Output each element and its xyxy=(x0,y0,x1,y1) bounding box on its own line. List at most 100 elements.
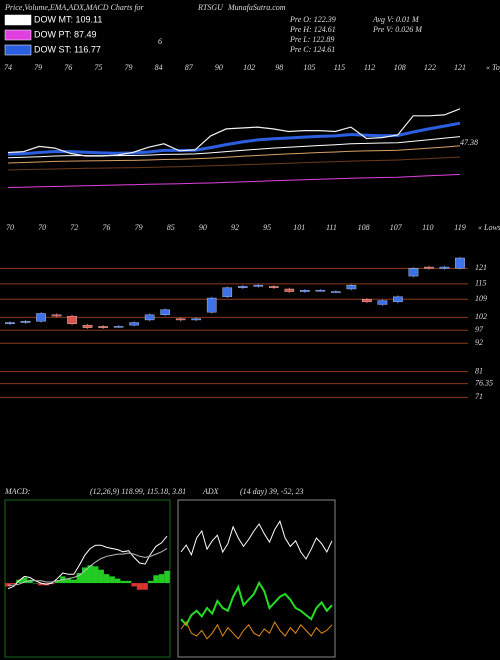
histogram-bar xyxy=(164,570,170,584)
candle-body xyxy=(253,284,264,287)
candle-body xyxy=(160,309,170,315)
legend-label: DOW PT: 87.49 xyxy=(34,29,97,39)
top-label: 79 xyxy=(34,63,42,72)
macd-line xyxy=(7,535,168,590)
low-label: 76 xyxy=(102,223,110,232)
candle-body xyxy=(175,318,186,321)
legend-swatch xyxy=(4,14,32,26)
y-tick-label: 102 xyxy=(475,312,487,321)
info: Pre H: 124.61 xyxy=(289,25,336,34)
top-label: 115 xyxy=(334,63,345,72)
histogram-bar xyxy=(49,583,55,585)
candle-body xyxy=(113,326,124,328)
info: Pre L: 122.89 xyxy=(289,35,334,44)
top-label: 79 xyxy=(125,63,133,72)
low-label: 95 xyxy=(263,223,271,232)
histogram-bar xyxy=(131,583,137,587)
info: Pre O: 122.39 xyxy=(289,15,336,24)
histogram-bar xyxy=(92,566,99,584)
lows-label: « Lows xyxy=(478,223,500,232)
histogram-bar xyxy=(147,580,154,584)
macd-title: MACD: xyxy=(4,487,31,496)
histogram-bar xyxy=(27,579,33,584)
low-label: 101 xyxy=(293,223,305,232)
histogram-bar xyxy=(153,575,159,584)
site: MunafaSutra.com xyxy=(227,3,286,12)
top-label: 84 xyxy=(155,63,163,72)
histogram-bar xyxy=(32,583,39,584)
price-line xyxy=(7,121,461,156)
candle-body xyxy=(315,290,326,292)
top-label: 98 xyxy=(275,63,283,72)
candle-body xyxy=(346,284,357,290)
info: Pre C: 124.61 xyxy=(289,45,335,54)
chart-title: Price,Volume,EMA,ADX,MACD Charts for xyxy=(4,3,145,12)
histogram-bar xyxy=(158,574,165,584)
top-label: 108 xyxy=(394,63,406,72)
low-label: 85 xyxy=(167,223,175,232)
candle-body xyxy=(98,326,108,328)
candle-body xyxy=(455,257,465,269)
legend-swatch xyxy=(4,44,32,56)
histogram-bar xyxy=(142,583,148,590)
top-label: 121 xyxy=(454,63,466,72)
candle-body xyxy=(331,291,341,293)
top-label: 105 xyxy=(303,63,315,72)
low-label: 92 xyxy=(231,223,239,232)
top-label: 102 xyxy=(243,63,255,72)
info: Avg V: 0.01 M xyxy=(372,15,420,24)
histogram-bar xyxy=(87,565,93,584)
candle-body xyxy=(82,324,93,328)
annotation: 47.38 xyxy=(460,138,478,147)
candle-body xyxy=(424,266,434,269)
histogram-bar xyxy=(103,574,110,584)
histogram-bar xyxy=(71,579,77,584)
histogram-bar xyxy=(76,573,83,584)
histogram-bar xyxy=(38,583,44,586)
adx-title: ADX xyxy=(202,487,220,496)
low-label: 70 xyxy=(6,223,14,232)
annotation: 6 xyxy=(158,37,162,46)
low-label: 72 xyxy=(70,223,78,232)
histogram-bar xyxy=(120,580,126,584)
candle-body xyxy=(300,290,310,292)
histogram-bar xyxy=(5,583,11,587)
top-label: 76 xyxy=(64,63,72,72)
histogram-bar xyxy=(82,567,88,584)
price-line xyxy=(7,156,461,171)
tops-label: « Tops xyxy=(486,63,500,72)
candle-body xyxy=(191,318,202,321)
top-label: 74 xyxy=(4,63,12,72)
candle-body xyxy=(268,286,279,288)
adx-line xyxy=(180,520,333,560)
y-tick-label: 71 xyxy=(475,392,483,401)
histogram-bar xyxy=(136,583,143,590)
adx-frame xyxy=(177,499,336,658)
candle-body xyxy=(377,300,388,305)
adx-subtitle: (14 day) 39, -52, 23 xyxy=(240,487,304,496)
candle-body xyxy=(51,314,62,317)
price-line xyxy=(7,108,461,157)
candle-body xyxy=(393,296,403,303)
candle-body xyxy=(144,314,155,321)
y-tick-label: 115 xyxy=(475,279,486,288)
low-label: 110 xyxy=(422,223,433,232)
low-label: 119 xyxy=(454,223,465,232)
legend-swatch xyxy=(4,29,32,41)
histogram-bar xyxy=(114,578,121,584)
macd-subtitle: (12,26,9) 118.99, 115.18, 3.81 xyxy=(90,487,186,496)
top-label: 75 xyxy=(94,63,102,72)
adx-line xyxy=(180,580,333,627)
top-label: 87 xyxy=(185,63,194,72)
candle-body xyxy=(67,315,77,324)
low-label: 70 xyxy=(38,223,46,232)
candle-body xyxy=(20,321,31,323)
info: Pre V: 0.026 M xyxy=(372,25,423,34)
price-line xyxy=(7,145,461,164)
low-label: 108 xyxy=(358,223,370,232)
legend-label: DOW MT: 109.11 xyxy=(34,14,102,24)
histogram-bar xyxy=(21,577,28,584)
legend-label: DOW ST: 116.77 xyxy=(34,44,101,54)
